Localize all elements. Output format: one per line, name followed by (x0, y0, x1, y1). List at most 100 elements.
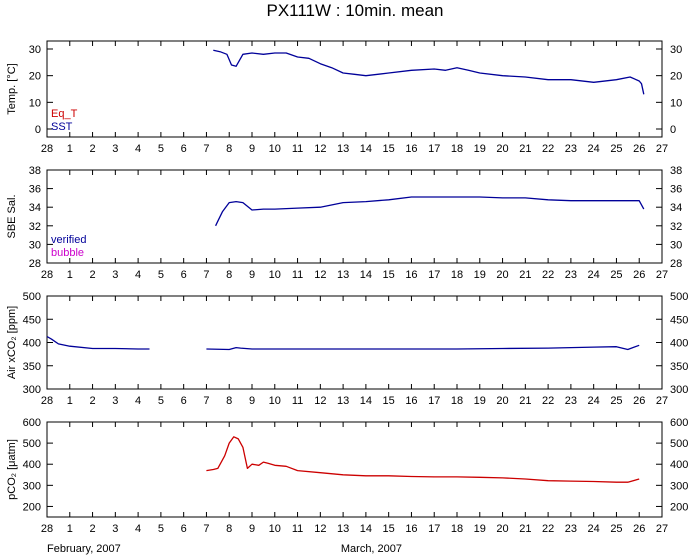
x-tick-label: 20 (496, 269, 508, 281)
x-tick-label: 16 (405, 143, 417, 155)
x-tick-label: 5 (158, 269, 164, 281)
x-tick-label: 22 (542, 143, 554, 155)
x-tick-label: 1 (67, 523, 73, 535)
y-tick-label-left: 600 (23, 417, 41, 429)
y-tick-label-left: 34 (29, 202, 41, 214)
x-tick-label: 5 (158, 143, 164, 155)
x-tick-label: 21 (519, 523, 531, 535)
x-tick-label: 28 (41, 269, 53, 281)
y-tick-label-left: 28 (29, 258, 41, 270)
plot-frame (46, 40, 663, 138)
x-tick-label: 23 (565, 269, 577, 281)
x-tick-label: 25 (610, 523, 622, 535)
x-tick-label: 17 (428, 523, 440, 535)
panel-pco2: 200 200 300 300 400 400 500 500 600 600 pCO₂ [μatm… (6, 417, 688, 535)
y-tick-label-right: 500 (670, 438, 688, 450)
x-tick-label: 1 (67, 269, 73, 281)
y-tick-label-right: 200 (670, 501, 688, 513)
y-tick-label-left: 10 (29, 97, 41, 109)
y-tick-label-right: 350 (670, 361, 688, 373)
plot-frame (46, 421, 663, 518)
x-tick-label: 12 (314, 395, 326, 407)
y-tick-label-left: 30 (29, 44, 41, 56)
x-tick-label: 15 (383, 523, 395, 535)
x-tick-label: 13 (337, 395, 349, 407)
y-tick-label-left: 350 (23, 361, 41, 373)
y-tick-label-right: 400 (670, 459, 688, 471)
y-tick-label-left: 450 (23, 314, 41, 326)
y-tick-label-right: 34 (670, 202, 682, 214)
y-axis-label: SBE Sal. (6, 194, 18, 238)
y-tick-label-left: 32 (29, 221, 41, 233)
x-tick-label: 14 (360, 269, 372, 281)
x-tick-label: 12 (314, 269, 326, 281)
x-tick-label: 27 (656, 523, 668, 535)
x-tick-label: 25 (610, 395, 622, 407)
x-tick-label: 12 (314, 143, 326, 155)
y-tick-label-right: 0 (670, 124, 676, 136)
x-tick-label: 2 (89, 143, 95, 155)
y-axis-label: Air xCO₂ [ppm] (6, 306, 18, 379)
x-tick-label: 24 (588, 269, 600, 281)
x-tick-label: 1 (67, 395, 73, 407)
y-tick-label-left: 300 (23, 384, 41, 396)
y-axis-label: Temp. [°C] (6, 63, 18, 114)
series-line-sst (213, 49, 645, 95)
y-tick-label-right: 32 (670, 221, 682, 233)
y-tick-label-left: 200 (23, 501, 41, 513)
y-tick-label-left: 300 (23, 480, 41, 492)
x-tick-label: 26 (633, 143, 645, 155)
x-tick-label: 10 (269, 395, 281, 407)
x-tick-label: 2 (89, 395, 95, 407)
y-tick-label-right: 500 (670, 291, 688, 303)
x-tick-label: 6 (181, 269, 187, 281)
x-tick-label: 10 (269, 269, 281, 281)
x-tick-label: 16 (405, 269, 417, 281)
x-tick-label: 19 (474, 143, 486, 155)
legend-entry: SST (51, 121, 73, 133)
x-tick-label: 6 (181, 395, 187, 407)
x-tick-label: 10 (269, 523, 281, 535)
x-tick-label: 18 (451, 395, 463, 407)
y-tick-label-left: 20 (29, 71, 41, 83)
x-tick-label: 15 (383, 269, 395, 281)
x-tick-label: 9 (249, 143, 255, 155)
x-tick-label: 7 (203, 269, 209, 281)
x-tick-label: 21 (519, 269, 531, 281)
x-tick-label: 11 (292, 269, 303, 281)
x-tick-label: 6 (181, 143, 187, 155)
x-tick-label: 27 (656, 143, 668, 155)
x-tick-label: 25 (610, 269, 622, 281)
x-tick-label: 17 (428, 143, 440, 155)
x-tick-label: 8 (226, 523, 232, 535)
x-tick-label: 7 (203, 395, 209, 407)
x-tick-label: 8 (226, 269, 232, 281)
x-tick-label: 8 (226, 395, 232, 407)
x-tick-label: 7 (203, 143, 209, 155)
y-tick-label-left: 400 (23, 338, 41, 350)
x-tick-label: 27 (656, 395, 668, 407)
series-line-verified (215, 196, 645, 227)
y-tick-label-right: 38 (670, 165, 682, 177)
x-tick-label: 20 (496, 395, 508, 407)
plot-frame (46, 295, 663, 390)
x-tick-label: 6 (181, 523, 187, 535)
x-tick-label: 23 (565, 395, 577, 407)
x-tick-label: 3 (112, 395, 118, 407)
x-tick-label: 19 (474, 523, 486, 535)
x-tick-label: 19 (474, 395, 486, 407)
x-tick-label: 22 (542, 269, 554, 281)
x-tick-label: 3 (112, 269, 118, 281)
x-tick-label: 15 (383, 395, 395, 407)
x-tick-label: 26 (633, 269, 645, 281)
x-tick-label: 4 (135, 523, 141, 535)
x-tick-label: 5 (158, 395, 164, 407)
x-tick-label: 25 (610, 143, 622, 155)
y-tick-label-left: 36 (29, 184, 41, 196)
x-tick-label: 16 (405, 395, 417, 407)
x-tick-label: 14 (360, 395, 372, 407)
y-tick-label-left: 500 (23, 438, 41, 450)
x-tick-label: 21 (519, 143, 531, 155)
y-tick-label-right: 30 (670, 44, 682, 56)
